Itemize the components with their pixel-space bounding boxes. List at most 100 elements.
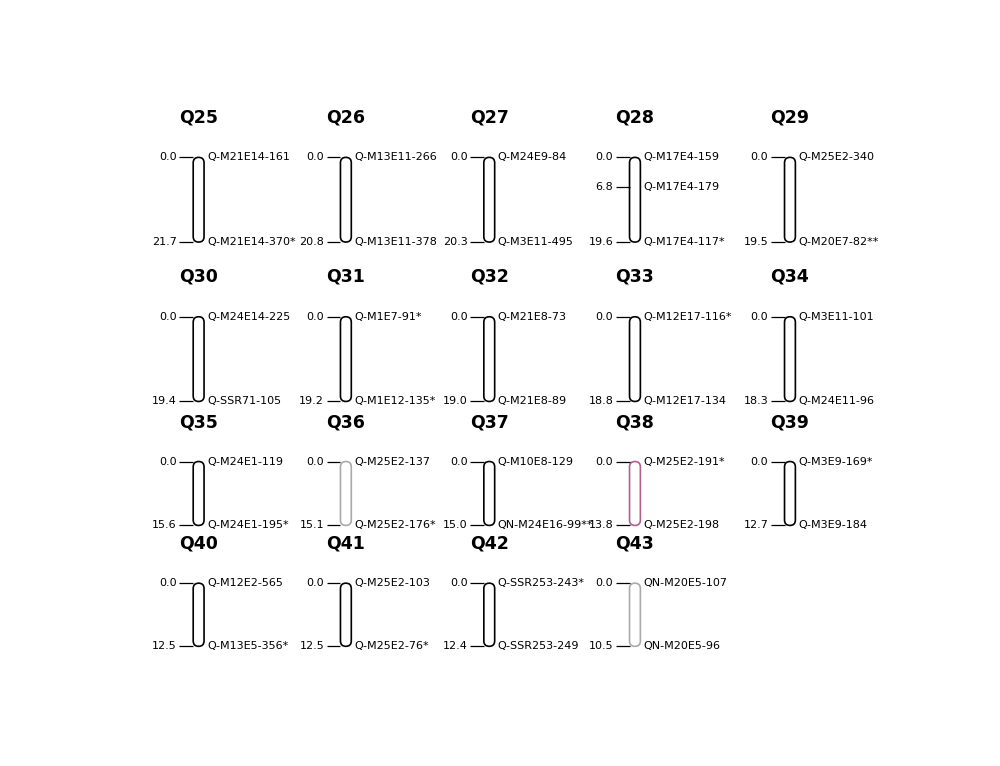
Text: Q-M25E2-137: Q-M25E2-137 [354,457,430,466]
Text: Q27: Q27 [470,109,509,127]
Text: Q-M21E8-73: Q-M21E8-73 [498,312,567,322]
Text: 0.0: 0.0 [596,312,613,322]
FancyBboxPatch shape [193,583,204,647]
Text: QN-M20E5-96: QN-M20E5-96 [643,641,720,651]
FancyBboxPatch shape [484,317,495,401]
Text: 0.0: 0.0 [751,152,768,162]
Text: Q-M1E12-135*: Q-M1E12-135* [354,397,436,407]
Text: Q-SSR253-243*: Q-SSR253-243* [498,578,585,588]
Text: Q-M13E5-356*: Q-M13E5-356* [207,641,288,651]
FancyBboxPatch shape [193,157,204,242]
Text: 19.4: 19.4 [152,397,177,407]
Text: 0.0: 0.0 [307,312,324,322]
Text: Q39: Q39 [771,414,809,432]
Text: Q28: Q28 [615,109,654,127]
Text: Q31: Q31 [326,267,365,286]
Text: Q-M24E1-119: Q-M24E1-119 [207,457,283,466]
Text: 0.0: 0.0 [307,457,324,466]
Text: 12.5: 12.5 [152,641,177,651]
FancyBboxPatch shape [484,583,495,647]
FancyBboxPatch shape [630,317,640,401]
FancyBboxPatch shape [785,157,795,242]
Text: Q35: Q35 [179,414,218,432]
Text: 0.0: 0.0 [307,152,324,162]
Text: 0.0: 0.0 [159,152,177,162]
Text: Q-M25E2-191*: Q-M25E2-191* [643,457,725,466]
Text: 12.5: 12.5 [299,641,324,651]
Text: 0.0: 0.0 [159,312,177,322]
Text: 0.0: 0.0 [159,457,177,466]
Text: Q-M3E11-495: Q-M3E11-495 [498,237,574,247]
Text: 0.0: 0.0 [596,152,613,162]
Text: Q41: Q41 [326,535,365,553]
Text: Q-M25E2-76*: Q-M25E2-76* [354,641,429,651]
Text: 18.3: 18.3 [744,397,768,407]
Text: 0.0: 0.0 [751,457,768,466]
Text: 0.0: 0.0 [307,578,324,588]
Text: 12.4: 12.4 [443,641,468,651]
FancyBboxPatch shape [340,583,351,647]
Text: Q42: Q42 [470,535,509,553]
Text: Q38: Q38 [616,414,654,432]
FancyBboxPatch shape [340,317,351,401]
Text: 15.6: 15.6 [152,520,177,530]
Text: Q34: Q34 [771,267,809,286]
Text: Q-M20E7-82**: Q-M20E7-82** [798,237,879,247]
Text: Q-M3E9-184: Q-M3E9-184 [798,520,867,530]
Text: 15.1: 15.1 [300,520,324,530]
Text: Q32: Q32 [470,267,509,286]
Text: Q-M17E4-179: Q-M17E4-179 [643,182,720,192]
FancyBboxPatch shape [193,317,204,401]
Text: Q-M24E9-84: Q-M24E9-84 [498,152,567,162]
FancyBboxPatch shape [340,462,351,525]
Text: 20.8: 20.8 [299,237,324,247]
Text: Q-M24E14-225: Q-M24E14-225 [207,312,290,322]
FancyBboxPatch shape [630,583,640,647]
Text: 0.0: 0.0 [596,457,613,466]
Text: 6.8: 6.8 [596,182,613,192]
Text: 19.0: 19.0 [443,397,468,407]
Text: QN-M20E5-107: QN-M20E5-107 [643,578,727,588]
Text: Q-M25E2-103: Q-M25E2-103 [354,578,430,588]
Text: Q26: Q26 [326,109,365,127]
Text: 13.8: 13.8 [588,520,613,530]
FancyBboxPatch shape [630,462,640,525]
Text: Q-M17E4-117*: Q-M17E4-117* [643,237,725,247]
Text: 19.2: 19.2 [299,397,324,407]
Text: 0.0: 0.0 [450,312,468,322]
Text: Q-M13E11-378: Q-M13E11-378 [354,237,437,247]
FancyBboxPatch shape [785,317,795,401]
Text: 18.8: 18.8 [588,397,613,407]
Text: Q43: Q43 [616,535,654,553]
Text: Q-M13E11-266: Q-M13E11-266 [354,152,437,162]
Text: Q25: Q25 [179,109,218,127]
Text: 19.6: 19.6 [588,237,613,247]
Text: Q33: Q33 [616,267,654,286]
Text: Q-M17E4-159: Q-M17E4-159 [643,152,719,162]
Text: Q29: Q29 [770,109,809,127]
Text: Q-M10E8-129: Q-M10E8-129 [498,457,574,466]
Text: 0.0: 0.0 [450,457,468,466]
Text: 0.0: 0.0 [450,578,468,588]
Text: Q37: Q37 [470,414,509,432]
Text: 0.0: 0.0 [450,152,468,162]
Text: 0.0: 0.0 [159,578,177,588]
Text: 0.0: 0.0 [751,312,768,322]
Text: Q-M12E2-565: Q-M12E2-565 [207,578,283,588]
Text: 19.5: 19.5 [744,237,768,247]
Text: Q-SSR253-249: Q-SSR253-249 [498,641,579,651]
Text: Q-M12E17-116*: Q-M12E17-116* [643,312,732,322]
Text: 20.3: 20.3 [443,237,468,247]
FancyBboxPatch shape [340,157,351,242]
Text: Q40: Q40 [179,535,218,553]
Text: 21.7: 21.7 [152,237,177,247]
Text: 12.7: 12.7 [743,520,768,530]
Text: Q-M25E2-198: Q-M25E2-198 [643,520,720,530]
Text: Q-M21E14-161: Q-M21E14-161 [207,152,290,162]
Text: Q-M25E2-176*: Q-M25E2-176* [354,520,436,530]
Text: Q-M21E8-89: Q-M21E8-89 [498,397,567,407]
Text: 10.5: 10.5 [589,641,613,651]
FancyBboxPatch shape [785,462,795,525]
Text: Q-M12E17-134: Q-M12E17-134 [643,397,726,407]
Text: Q36: Q36 [326,414,365,432]
